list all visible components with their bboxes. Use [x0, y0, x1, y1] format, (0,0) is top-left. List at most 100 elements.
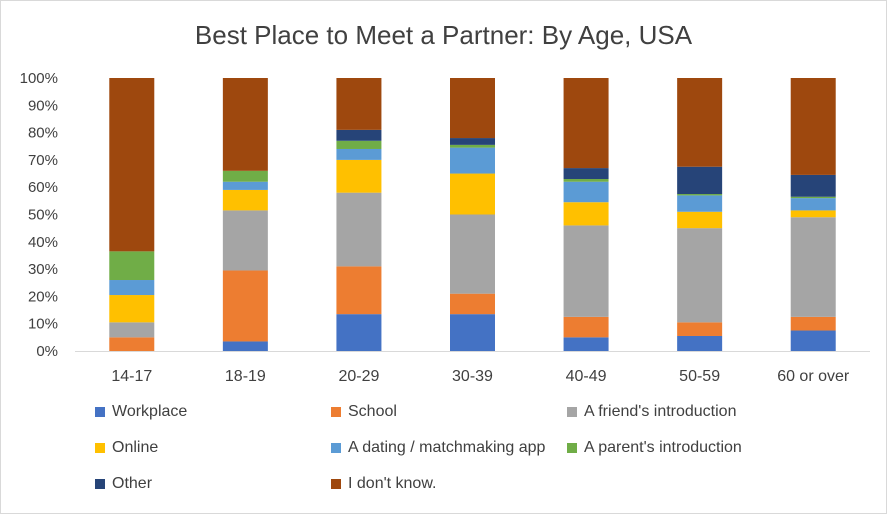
- legend-label: Workplace: [112, 403, 188, 420]
- bar-segment: [222, 189, 268, 211]
- bar-segment: [222, 78, 268, 171]
- bar-segment: [677, 228, 723, 323]
- legend-swatch: [331, 407, 341, 417]
- legend-label: I don't know.: [348, 475, 437, 492]
- legend-swatch: [331, 443, 341, 453]
- bar-segment: [790, 174, 836, 197]
- legend-label: Other: [112, 475, 153, 492]
- legend-item: School: [331, 403, 397, 421]
- y-axis: 0% 10% 20% 30% 40% 50% 60% 70% 80% 90% 100%: [20, 70, 58, 360]
- bar-segment: [450, 78, 495, 139]
- legend-item: A parent's introduction: [567, 439, 742, 457]
- bar-segment: [450, 144, 495, 148]
- legend-label: Online: [112, 439, 159, 456]
- legend-swatch: [567, 443, 577, 453]
- legend-swatch: [95, 443, 105, 453]
- y-tick-label: 60%: [28, 179, 58, 196]
- bar-segment: [222, 210, 268, 271]
- bar-segment: [222, 341, 268, 351]
- bar-segment: [450, 147, 495, 174]
- bar-segment: [336, 192, 382, 267]
- bar-segment: [336, 159, 382, 193]
- bar-segment: [677, 166, 723, 195]
- bar-segment: [336, 266, 382, 315]
- x-tick-label: 60 or over: [777, 368, 850, 385]
- bar-segment: [677, 322, 723, 336]
- legend-label: A parent's introduction: [584, 439, 742, 456]
- bar-segment: [109, 295, 155, 323]
- bar-segment: [677, 194, 723, 196]
- bar-segment: [450, 293, 495, 315]
- bar-segment: [563, 168, 609, 180]
- x-tick-label: 40-49: [566, 368, 607, 385]
- bar-segment: [677, 195, 723, 212]
- bar-segment: [222, 170, 268, 182]
- y-tick-label: 0%: [36, 343, 58, 360]
- bar-segment: [563, 316, 609, 338]
- bar-segment: [222, 270, 268, 342]
- bar-segment: [109, 337, 155, 351]
- bar-segment: [563, 78, 609, 169]
- legend-label: School: [348, 403, 397, 420]
- y-tick-label: 40%: [28, 234, 58, 251]
- legend-item: Workplace: [95, 403, 187, 421]
- x-tick-label: 50-59: [679, 368, 720, 385]
- bar-segment: [336, 314, 382, 351]
- bar-segment: [336, 140, 382, 149]
- y-tick-label: 100%: [20, 70, 58, 87]
- legend-item: Other: [95, 475, 152, 493]
- chart-title: Best Place to Meet a Partner: By Age, US…: [194, 20, 693, 50]
- legend-swatch: [567, 407, 577, 417]
- x-tick-label: 30-39: [452, 368, 493, 385]
- chart-plot: 0%10%20%30%40%50%60%70%80%90%100% 14-17 1…: [20, 70, 870, 385]
- bar-segment: [790, 196, 836, 199]
- bar-segment: [790, 78, 836, 175]
- x-tick-label: 20-29: [338, 368, 379, 385]
- bar-segment: [450, 138, 495, 145]
- y-tick-label: 50%: [28, 207, 58, 224]
- bar-segment: [109, 322, 155, 338]
- y-tick-label: 80%: [28, 125, 58, 142]
- x-axis: 14-17 18-19 20-29 30-39 40-49 50-59 60 or over: [75, 351, 870, 385]
- bar-segment: [790, 198, 836, 211]
- bar-segment: [450, 173, 495, 215]
- bar-segment: [222, 181, 268, 190]
- legend-item: Online: [95, 439, 158, 457]
- bar-segment: [790, 316, 836, 331]
- legend-label: A dating / matchmaking app: [348, 439, 546, 456]
- bar-segment: [677, 78, 723, 167]
- y-tick-label: 70%: [28, 152, 58, 169]
- legend-item: I don't know.: [331, 475, 436, 493]
- y-tick-label: 30%: [28, 261, 58, 278]
- y-tick-label: 20%: [28, 288, 58, 305]
- y-tick-label: 90%: [28, 97, 58, 114]
- bars: [109, 78, 836, 351]
- bar-segment: [790, 217, 836, 317]
- legend-label: A friend's introduction: [584, 403, 737, 420]
- bar-segment: [450, 314, 495, 351]
- bar-segment: [563, 179, 609, 182]
- bar-segment: [563, 337, 609, 351]
- bar-segment: [677, 335, 723, 351]
- bar-segment: [109, 78, 155, 252]
- bar-segment: [563, 202, 609, 226]
- bar-segment: [336, 129, 382, 141]
- x-tick-label: 14-17: [111, 368, 152, 385]
- legend-swatch: [95, 407, 105, 417]
- legend-item: A friend's introduction: [567, 403, 736, 421]
- legend-swatch: [95, 479, 105, 489]
- legend-item: A dating / matchmaking app: [331, 439, 545, 457]
- x-tick-label: 18-19: [225, 368, 266, 385]
- bar-segment: [109, 251, 155, 281]
- bar-segment: [450, 214, 495, 294]
- bar-segment: [109, 280, 155, 296]
- bar-segment: [677, 211, 723, 229]
- bar-segment: [563, 225, 609, 317]
- y-tick-label: 10%: [28, 316, 58, 333]
- bar-segment: [563, 181, 609, 203]
- bar-segment: [790, 330, 836, 351]
- legend-swatch: [331, 479, 341, 489]
- bar-segment: [336, 148, 382, 160]
- bar-segment: [790, 210, 836, 218]
- bar-segment: [336, 78, 382, 130]
